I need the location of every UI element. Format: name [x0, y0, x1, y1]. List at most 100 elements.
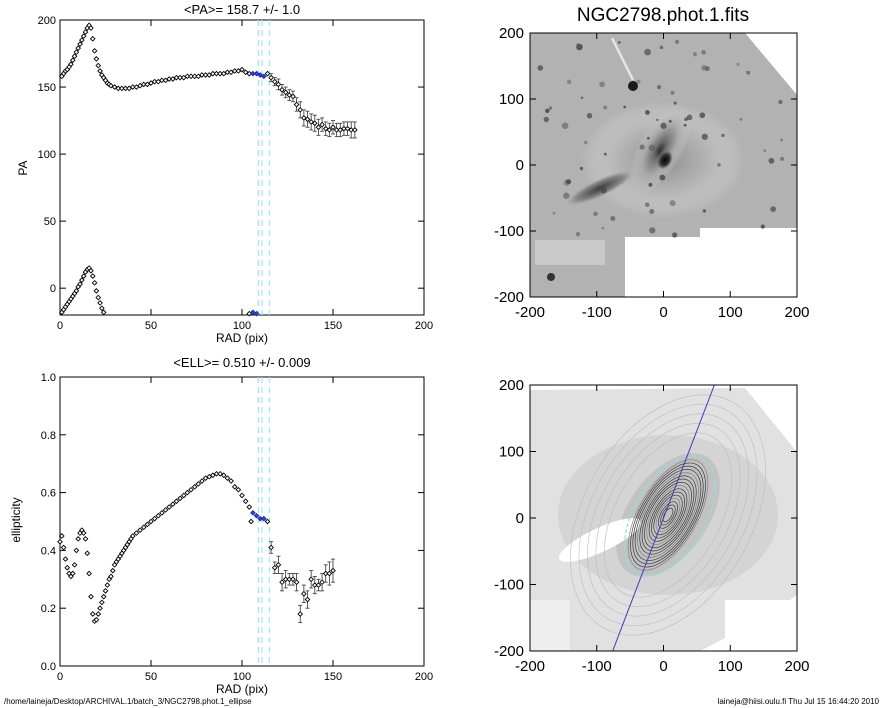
star: [639, 144, 645, 150]
data-point: [286, 92, 293, 98]
data-point: [264, 518, 271, 525]
outer-contour: [578, 404, 758, 626]
isophote-contour: [632, 465, 704, 565]
data-point: [220, 472, 227, 479]
isophote-contour: [627, 459, 709, 571]
y-tick-label: 150: [38, 82, 56, 94]
x-tick-label: 50: [145, 671, 157, 683]
isophote-contour: [660, 504, 676, 526]
x-tick-label: 100: [718, 658, 743, 675]
y-tick-label: 0.6: [41, 488, 56, 500]
data-point: [95, 62, 102, 69]
y-tick-label: -200: [494, 289, 524, 306]
star: [600, 187, 607, 194]
data-point: [99, 599, 105, 606]
star: [701, 50, 706, 55]
data-point: [188, 486, 194, 493]
star: [601, 227, 605, 230]
star: [659, 174, 666, 181]
star: [686, 114, 693, 121]
ellipticity-axes-ticks: 0 50 100 150 200 0.0 0.2 0.4 0.6 0.8 1.0: [41, 372, 433, 683]
data-point: [170, 501, 176, 507]
x-tick-label: 0: [659, 304, 667, 321]
data-point: [122, 85, 129, 92]
star: [576, 43, 579, 46]
data-point: [344, 125, 351, 132]
isophote-contour: [644, 481, 692, 549]
data-point: [97, 300, 103, 306]
x-tick-label: 50: [145, 320, 157, 332]
data-point: [191, 73, 198, 80]
y-tick-label: 0.2: [41, 603, 56, 615]
y-tick-label: 0.4: [41, 545, 56, 557]
x-tick-label: 200: [415, 320, 433, 332]
y-tick-label: 0.8: [41, 430, 56, 442]
y-tick-label: 200: [499, 25, 524, 42]
star: [649, 208, 655, 214]
data-point: [217, 470, 223, 477]
data-point: [64, 564, 71, 571]
y-tick-label: 0: [50, 283, 56, 295]
data-point: [82, 536, 89, 542]
data-point: [333, 127, 340, 133]
star: [580, 96, 584, 100]
y-tick-label: 1.0: [41, 372, 56, 384]
data-point: [177, 74, 183, 81]
data-point: [91, 48, 98, 54]
pa-reference-lines: [257, 20, 270, 315]
data-point: [155, 512, 162, 519]
data-point: [68, 61, 74, 68]
data-point: [111, 84, 118, 90]
isophote-contour: [637, 472, 699, 558]
x-tick-label: 0: [659, 658, 667, 675]
star: [579, 166, 584, 171]
data-point: [191, 483, 198, 490]
data-point: [231, 68, 238, 74]
star: [736, 62, 740, 66]
data-point: [202, 72, 209, 78]
data-point: [195, 481, 202, 487]
star: [617, 41, 621, 44]
data-point: [210, 70, 216, 77]
data-point: [210, 472, 216, 479]
data-point: [184, 489, 191, 496]
isophote-contours: [570, 394, 766, 636]
data-point: [95, 294, 102, 301]
data-point: [109, 567, 116, 574]
data-point: [58, 533, 65, 539]
data-point: [80, 33, 87, 39]
outer-contour: [570, 394, 766, 636]
data-point: [253, 310, 260, 317]
star: [717, 163, 721, 167]
data-point: [80, 273, 87, 279]
data-point: [115, 85, 122, 92]
star: [566, 79, 572, 84]
x-tick-label: 200: [415, 671, 433, 683]
isophote-contour: [648, 488, 688, 542]
galaxy-image: [530, 33, 797, 297]
image-title: NGC2798.phot.1.fits: [577, 5, 749, 26]
data-point: [137, 527, 143, 534]
data-point: [97, 68, 103, 74]
pa-plot-frame: [59, 19, 425, 316]
isophote-contour: [651, 491, 685, 539]
data-point: [319, 121, 325, 128]
isophote-contour: [658, 501, 678, 529]
x-tick-label: 100: [718, 304, 743, 321]
outer-contour: [604, 432, 732, 598]
x-tick-label: 0: [57, 671, 63, 683]
y-tick-label: 0: [516, 157, 524, 174]
data-point: [108, 573, 114, 580]
data-point: [93, 616, 100, 623]
x-tick-label: 150: [324, 320, 342, 332]
data-point: [311, 120, 318, 127]
data-point: [95, 611, 102, 617]
isophote-image: [530, 385, 797, 651]
star: [668, 119, 672, 123]
data-point: [100, 309, 107, 316]
data-point: [69, 57, 76, 64]
data-point: [275, 562, 282, 568]
star: [704, 66, 710, 72]
star: [648, 144, 655, 151]
